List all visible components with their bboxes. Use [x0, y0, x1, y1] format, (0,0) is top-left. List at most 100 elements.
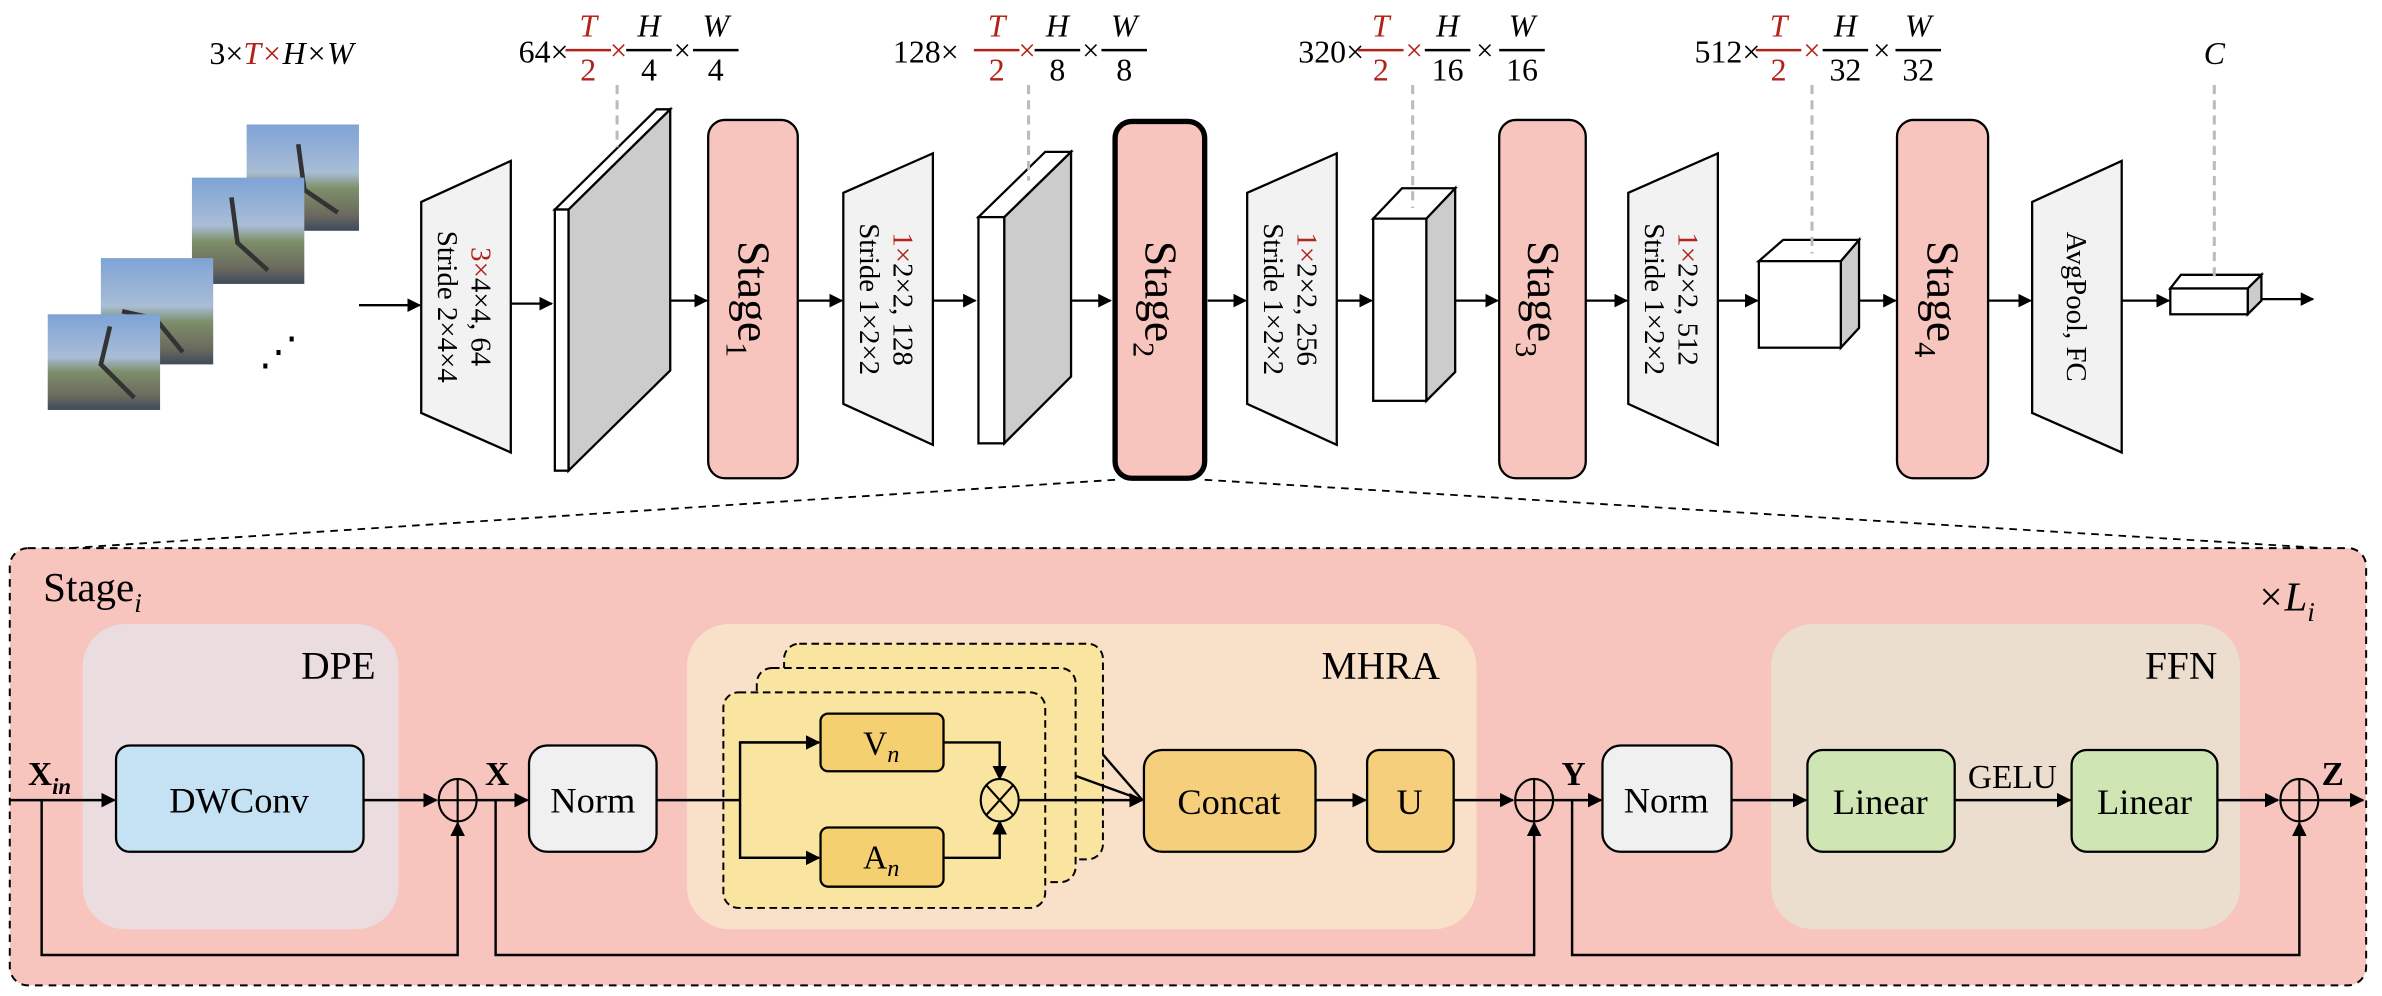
kernel-time: 1× [886, 232, 918, 263]
times-sign: × [1018, 34, 1035, 68]
shape-width-numerator: W [702, 8, 731, 43]
zoom-guide-lines [46, 478, 2348, 551]
times-sign: × [1803, 34, 1820, 68]
output-vector [2167, 272, 2265, 318]
v-label: V [863, 726, 887, 763]
stage-name: Stage [1917, 241, 1968, 342]
feature-map-4 [1755, 236, 1862, 351]
shape-time-numerator: T [1770, 8, 1790, 43]
z-label: Z [2322, 756, 2344, 793]
stage-index: 2 [1126, 342, 1160, 357]
kernel-spec: 2×2, 128 [886, 263, 918, 366]
shape-channels: 128× [893, 34, 959, 69]
x-in-label: Xin [28, 756, 71, 799]
ffn-label: FFN [2145, 644, 2217, 688]
svg-text:An: An [863, 839, 899, 882]
svg-text:Stage4: Stage4 [1908, 241, 1968, 357]
head-block: AvgPool, FC [2030, 159, 2123, 455]
linear-block-1: Linear [1806, 748, 1956, 853]
gelu-label: GELU [1968, 759, 2057, 796]
shape-width-numerator: W [1509, 8, 1538, 43]
stage-detail-panel: Stagei ×Li DPE MHRA FFN [8, 547, 2368, 987]
stage-name: Stage [729, 241, 780, 342]
title-text: Stage [43, 564, 134, 610]
downsample-block-1: 3×4×4, 64Stride 2×4×4 [420, 159, 512, 455]
feature-map-3 [1370, 185, 1458, 404]
stage-detail-title: Stagei [43, 564, 142, 618]
kernel-time: 3× [464, 247, 496, 278]
y-label: Y [1562, 756, 1586, 793]
ellipsis: ⋰ [259, 329, 298, 373]
shape-width-numerator: W [1905, 8, 1934, 43]
times-sign: × [674, 34, 691, 68]
shape-height-numerator: H [1435, 8, 1461, 43]
v-sub: n [887, 741, 899, 768]
multiply-icon [979, 777, 1020, 823]
concat-block: Concat [1142, 748, 1317, 853]
svg-text:1×2×2, 512Stride 1×2×2: 1×2×2, 512Stride 1×2×2 [1638, 223, 1703, 375]
norm-label: Norm [1624, 780, 1709, 820]
repeat-text: ×L [2257, 573, 2307, 619]
linear-label: Linear [1833, 782, 1928, 822]
downsample-block-4: 1×2×2, 512Stride 1×2×2 [1627, 151, 1719, 447]
input-shape-label: 3×T×H×W [209, 36, 356, 71]
kernel-time: 1× [1290, 232, 1322, 263]
shape-channels: 512× [1695, 34, 1761, 69]
residual-add-icon [1514, 777, 1555, 823]
mhra-label: MHRA [1322, 644, 1441, 688]
shape-channels: 64× [519, 34, 569, 69]
stage-2: Stage2 [1112, 118, 1208, 481]
a-label: A [863, 839, 887, 876]
concat-label: Concat [1177, 782, 1280, 822]
stage-4: Stage4 [1895, 118, 1990, 480]
repeat-label: ×Li [2257, 573, 2315, 627]
dwconv-label: DWConv [169, 780, 309, 820]
stride-spec: Stride 1×2×2 [853, 223, 885, 375]
kernel-time: 1× [1671, 232, 1703, 263]
x-in-text: X [28, 756, 52, 793]
v-block: Vn [819, 712, 945, 773]
shape-width-denominator: 16 [1506, 52, 1538, 87]
dwconv-block: DWConv [114, 744, 365, 853]
head-label: AvgPool, FC [2060, 232, 2092, 382]
svg-text:Stage1: Stage1 [719, 241, 779, 357]
feature-map-2 [975, 149, 1074, 447]
stage-name: Stage [1518, 241, 1569, 342]
stage-name: Stage [1135, 241, 1186, 342]
shape-height-numerator: H [1045, 8, 1071, 43]
times-sign: × [610, 34, 627, 68]
kernel-spec: 4×4, 64 [464, 278, 496, 366]
shape-time-denominator: 2 [1771, 52, 1787, 87]
kernel-spec: 2×2, 256 [1290, 263, 1322, 366]
x-label: X [485, 756, 509, 793]
stage-index: 4 [1908, 342, 1942, 357]
svg-text:3×4×4, 64Stride 2×4×4: 3×4×4, 64Stride 2×4×4 [431, 231, 496, 383]
norm-block-1: Norm [527, 744, 658, 853]
shape-time-numerator: T [579, 8, 599, 43]
video-frame [47, 314, 161, 410]
shape-time-denominator: 2 [1373, 52, 1389, 87]
stage-index: 1 [719, 342, 753, 357]
a-block: An [819, 826, 945, 888]
svg-text:Stage3: Stage3 [1509, 241, 1569, 357]
shape-height-denominator: 16 [1432, 52, 1464, 87]
shape-width-denominator: 32 [1902, 52, 1934, 87]
flow-lines [9, 735, 2365, 957]
a-sub: n [887, 855, 899, 882]
stride-spec: Stride 1×2×2 [1638, 223, 1670, 375]
linear-block-2: Linear [2070, 748, 2219, 853]
shape-height-denominator: 4 [641, 52, 657, 87]
residual-add-icon [437, 777, 478, 823]
u-label: U [1396, 782, 1422, 822]
shape-channels: 320× [1298, 34, 1364, 69]
shape-width-denominator: 8 [1116, 52, 1132, 87]
output-shape-label: C [2204, 36, 2226, 71]
input-time: T× [243, 36, 282, 71]
shape-time-numerator: T [988, 8, 1008, 43]
shape-height-numerator: H [636, 8, 662, 43]
downsample-block-2: 1×2×2, 128Stride 1×2×2 [842, 151, 935, 447]
stage-index: 3 [1509, 342, 1543, 357]
norm-block-2: Norm [1601, 744, 1733, 853]
times-sign: × [1476, 34, 1493, 68]
